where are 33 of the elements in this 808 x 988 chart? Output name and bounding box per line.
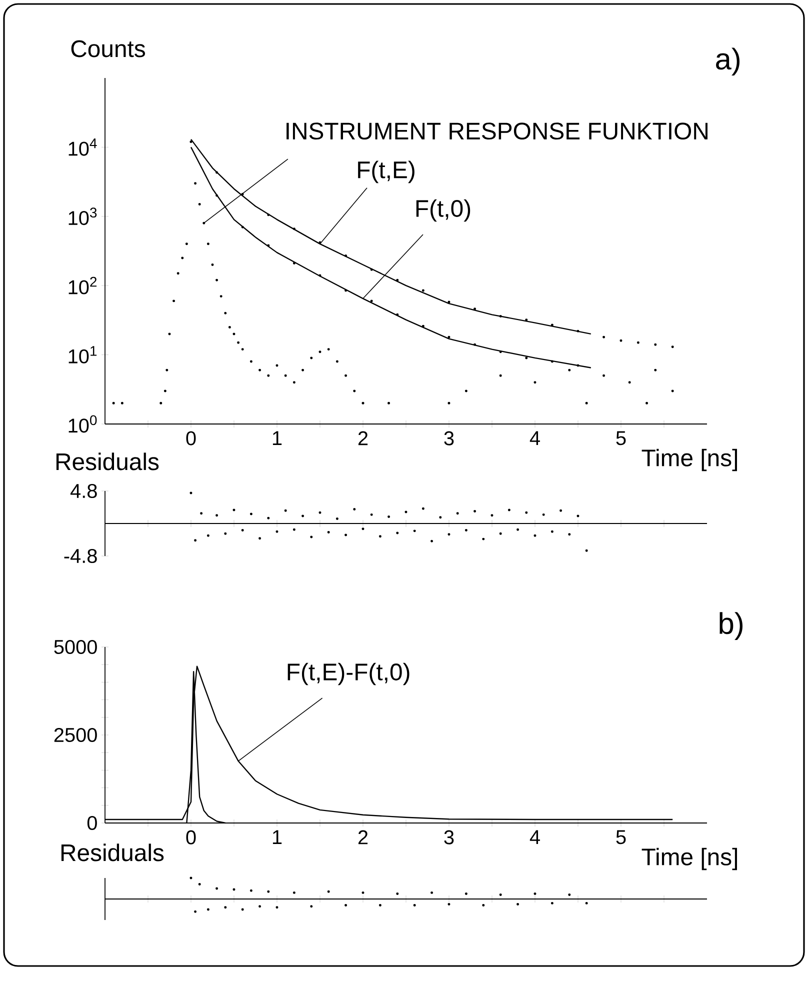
x-tick-label: 3 (444, 830, 454, 844)
x-tick-label: 2 (358, 830, 368, 844)
y-tick-label: 5000 (54, 640, 97, 654)
x-axis-title: Time [ns] (642, 848, 737, 870)
y-tick-label: 10$^{0}$ (68, 415, 97, 433)
x-tick-label: 0 (186, 830, 196, 844)
x-tick-label: 1 (272, 830, 282, 844)
legend-label: F(t,0) (416, 199, 470, 222)
y-tick-label: 10$^{1}$ (68, 346, 97, 364)
text: INSTRUMENT RESPONSE FUNKTION (286, 122, 708, 140)
text: F(t,E)-F(t,0) (288, 662, 410, 686)
text: F(t,E) (358, 160, 414, 184)
y-tick-label: 10$^{4}$ (68, 138, 97, 156)
x-tick-label: 4 (530, 431, 540, 445)
y-tick-label: 10$^{2}$ (68, 276, 97, 294)
x-tick-label: 1 (272, 431, 282, 445)
x-tick-label: 0 (186, 431, 196, 446)
x-tick-label: 3 (444, 431, 454, 446)
y-tick-label: 10$^{3}$ (68, 208, 97, 226)
x-tick-label: 5 (616, 830, 626, 844)
chart-title: a) (716, 48, 740, 76)
y-axis-title: Counts (71, 40, 146, 58)
x-tick-label: 2 (358, 431, 368, 446)
x-tick-label: 4 (530, 830, 540, 844)
y-tick-label: 4.8 (70, 484, 97, 498)
x-axis-title: Time [ns] (642, 448, 737, 472)
y-tick-label: -4.8 (64, 548, 97, 564)
y-axis-title: Residuals (61, 844, 164, 862)
y-tick-label: 2500 (54, 728, 97, 742)
x-tick-label: 5 (616, 431, 626, 446)
y-axis-title: Residuals (56, 452, 159, 470)
y-tick-label: 0 (87, 816, 97, 830)
chart-title: b) (720, 612, 742, 640)
